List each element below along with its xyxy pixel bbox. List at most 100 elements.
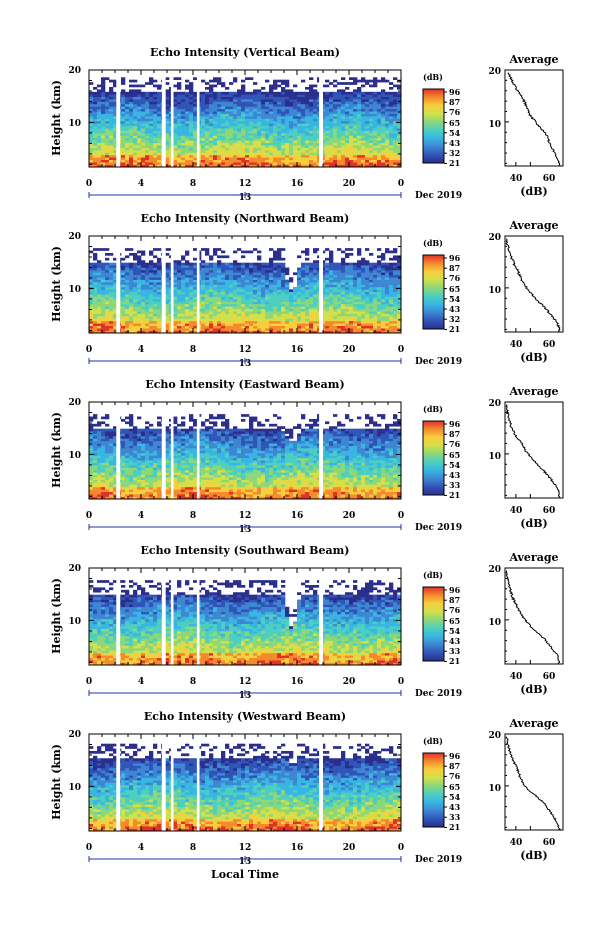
heatmap-cell <box>217 323 222 327</box>
heatmap-cell <box>269 286 274 290</box>
heatmap-cell <box>257 306 262 310</box>
heatmap-cell <box>229 282 234 285</box>
heatmap-cell <box>129 91 134 95</box>
heatmap-cell <box>337 130 342 134</box>
heatmap-cell <box>229 294 234 297</box>
heatmap-cell <box>133 96 138 100</box>
heatmap-cell <box>281 150 286 153</box>
heatmap-cell <box>221 96 226 100</box>
heatmap-cell <box>369 279 374 283</box>
heatmap-cell <box>113 116 118 119</box>
heatmap-cell <box>181 286 186 290</box>
heatmap-cell <box>125 145 130 148</box>
heatmap-cell <box>257 103 262 107</box>
heatmap-cell <box>101 142 106 146</box>
heatmap-cell <box>165 130 170 134</box>
heatmap-cell <box>325 291 330 295</box>
heatmap-cell <box>293 101 298 105</box>
heatmap-cell <box>233 157 238 161</box>
heatmap-cell <box>361 120 366 124</box>
heatmap-cell <box>221 164 226 168</box>
heatmap-cell <box>245 77 250 80</box>
heatmap-cell <box>121 296 126 300</box>
heatmap-cell <box>153 96 158 100</box>
heatmap-cell <box>149 272 154 276</box>
heatmap-cell <box>233 296 238 300</box>
heatmap-cell <box>393 113 398 117</box>
heatmap-cell <box>361 91 366 95</box>
heatmap-cell <box>357 154 362 158</box>
heatmap-cell <box>369 96 374 100</box>
heatmap-cell <box>157 118 162 122</box>
heatmap-cell <box>141 320 146 324</box>
heatmap-cell <box>97 96 102 100</box>
heatmap-cell <box>105 128 110 131</box>
heatmap-cell <box>145 91 150 95</box>
heatmap-cell <box>153 118 158 122</box>
heatmap-cell <box>281 306 286 310</box>
heatmap-cell <box>125 262 130 266</box>
heatmap-cell <box>261 99 266 102</box>
heatmap-cell <box>221 135 226 139</box>
heatmap-cell <box>233 145 238 148</box>
heatmap-cell <box>173 137 178 141</box>
heatmap-cell <box>125 123 130 127</box>
heatmap-cell <box>145 299 150 302</box>
heatmap-cell <box>313 316 318 319</box>
heatmap-cell <box>273 106 278 110</box>
heatmap-cell <box>349 286 354 290</box>
heatmap-cell <box>257 291 262 295</box>
heatmap-cell <box>157 306 162 310</box>
heatmap-cell <box>373 265 378 268</box>
heatmap-cell <box>165 82 170 85</box>
heatmap-cell <box>305 316 310 319</box>
heatmap-cell <box>225 316 230 319</box>
heatmap-cell <box>189 330 194 334</box>
heatmap-cell <box>321 147 326 151</box>
heatmap-cell <box>289 106 294 110</box>
heatmap-cell <box>129 111 134 114</box>
heatmap-cell <box>373 323 378 327</box>
heatmap-cell <box>241 150 246 153</box>
heatmap-cell <box>329 265 334 268</box>
heatmap-cell <box>209 289 214 293</box>
heatmap-cell <box>137 118 142 122</box>
heatmap-cell <box>201 94 206 97</box>
heatmap-cell <box>213 265 218 268</box>
heatmap-cell <box>237 164 242 168</box>
heatmap-cell <box>193 318 198 322</box>
heatmap-cell <box>157 106 162 110</box>
heatmap-cell <box>141 286 146 290</box>
heatmap-cell <box>105 274 110 278</box>
heatmap-cell <box>209 123 214 127</box>
heatmap-cell <box>149 135 154 139</box>
heatmap-cell <box>329 306 334 310</box>
heatmap-cell <box>101 125 106 129</box>
heatmap-cell <box>309 277 314 280</box>
heatmap-cell <box>397 96 402 100</box>
heatmap-cell <box>157 159 162 163</box>
heatmap-cell <box>373 282 378 285</box>
heatmap-cell <box>349 94 354 97</box>
heatmap-cell <box>261 269 266 273</box>
heatmap-cell <box>289 296 294 300</box>
heatmap-cell <box>177 135 182 139</box>
heatmap-cell <box>305 277 310 280</box>
heatmap-cell <box>257 318 262 322</box>
heatmap-cell <box>105 323 110 327</box>
heatmap-cell <box>365 125 370 129</box>
heatmap-cell <box>93 145 98 148</box>
heatmap-cell <box>341 306 346 310</box>
heatmap-cell <box>373 91 378 95</box>
heatmap-cell <box>217 94 222 97</box>
heatmap-cell <box>293 84 298 88</box>
heatmap-cell <box>153 313 158 317</box>
time-tick-20h: 20 <box>343 179 356 189</box>
heatmap-cell <box>257 265 262 268</box>
heatmap-cell <box>349 106 354 110</box>
heatmap-cell <box>237 147 242 151</box>
heatmap-cell <box>209 133 214 136</box>
heatmap-cell <box>293 291 298 295</box>
heatmap-cell <box>225 308 230 312</box>
heatmap-cell <box>149 99 154 102</box>
